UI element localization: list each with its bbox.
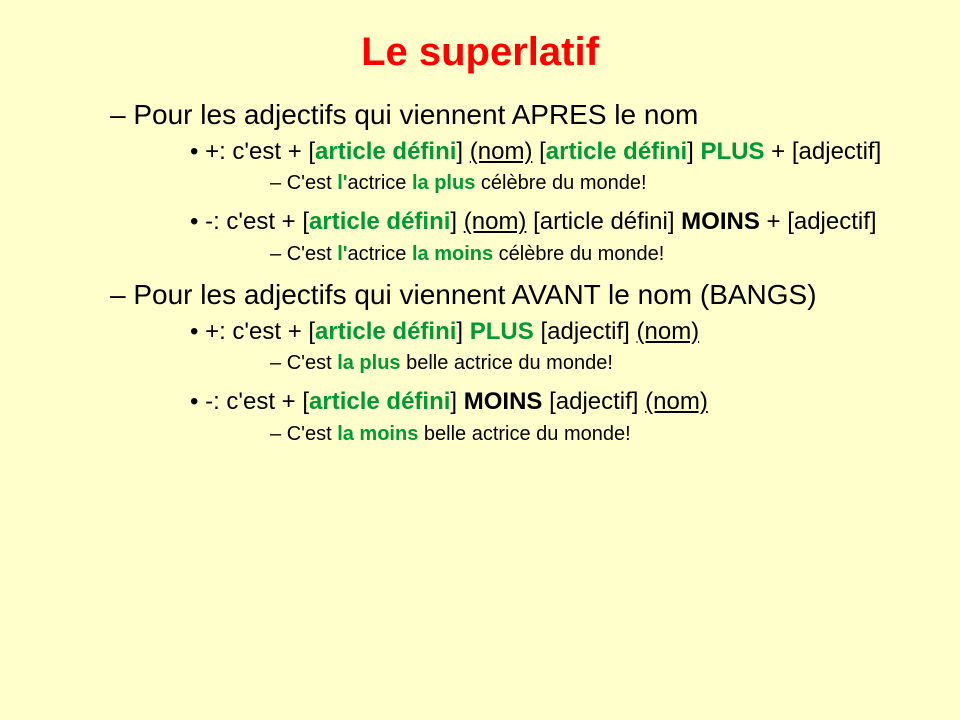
text: belle actrice du monde!: [401, 352, 613, 374]
nom-blank: (nom): [470, 138, 533, 165]
l-apostrophe: l': [337, 243, 347, 265]
rule-avant-moins: -: c'est + [article défini] MOINS [adjec…: [190, 386, 920, 418]
nom-blank: (nom): [464, 208, 527, 235]
la-moins: la moins: [337, 423, 418, 445]
article-defini: article défini: [546, 138, 687, 165]
text: belle actrice du monde!: [418, 423, 630, 445]
text: célèbre du monde!: [493, 243, 664, 265]
text: [: [526, 208, 539, 235]
text: célèbre du monde!: [475, 172, 646, 194]
text: C'est: [287, 423, 338, 445]
text: [adjectif]: [534, 318, 637, 345]
text: actrice: [348, 243, 412, 265]
article-defini: article défini: [309, 208, 450, 235]
text: ]: [450, 388, 463, 415]
text: actrice: [348, 172, 412, 194]
article-defini: article défini: [315, 138, 456, 165]
plus-word: PLUS: [701, 138, 765, 165]
text: + [adjectif]: [765, 138, 882, 165]
example-avant-plus: C'est la plus belle actrice du monde!: [270, 350, 920, 376]
rule-avant-plus: +: c'est + [article défini] PLUS [adject…: [190, 316, 920, 348]
text: C'est: [287, 172, 338, 194]
section-b-heading: Pour les adjectifs qui viennent AVANT le…: [110, 277, 920, 312]
slide-title: Le superlatif: [40, 30, 920, 75]
nom-blank: (nom): [645, 388, 708, 415]
article-defini: article défini: [315, 318, 456, 345]
text: article défini]: [540, 208, 681, 235]
slide-container: Le superlatif Pour les adjectifs qui vie…: [0, 0, 960, 481]
article-defini: article défini: [309, 388, 450, 415]
rule-apres-plus: +: c'est + [article défini] (nom) [artic…: [190, 136, 920, 168]
rule-apres-moins: -: c'est + [article défini] (nom) [artic…: [190, 206, 920, 238]
moins-word: MOINS: [464, 388, 543, 415]
example-apres-plus: C'est l'actrice la plus célèbre du monde…: [270, 170, 920, 196]
la-plus: la plus: [412, 172, 475, 194]
text: -: c'est + [: [205, 388, 309, 415]
example-apres-moins: C'est l'actrice la moins célèbre du mond…: [270, 241, 920, 267]
text: C'est: [287, 243, 338, 265]
la-plus: la plus: [337, 352, 400, 374]
text: ]: [456, 318, 469, 345]
text: C'est: [287, 352, 338, 374]
plus-word: PLUS: [470, 318, 534, 345]
text: [adjectif]: [542, 388, 645, 415]
nom-blank: (nom): [637, 318, 700, 345]
la-moins: la moins: [412, 243, 493, 265]
moins-word: MOINS: [681, 208, 760, 235]
text: + [adjectif]: [760, 208, 877, 235]
text: +: c'est + [: [205, 318, 315, 345]
text: -: c'est + [: [205, 208, 309, 235]
text: ]: [450, 208, 463, 235]
text: [: [532, 138, 545, 165]
example-avant-moins: C'est la moins belle actrice du monde!: [270, 421, 920, 447]
text: ]: [687, 138, 700, 165]
section-a-heading: Pour les adjectifs qui viennent APRES le…: [110, 97, 920, 132]
text: +: c'est + [: [205, 138, 315, 165]
l-apostrophe: l': [337, 172, 347, 194]
text: ]: [456, 138, 469, 165]
